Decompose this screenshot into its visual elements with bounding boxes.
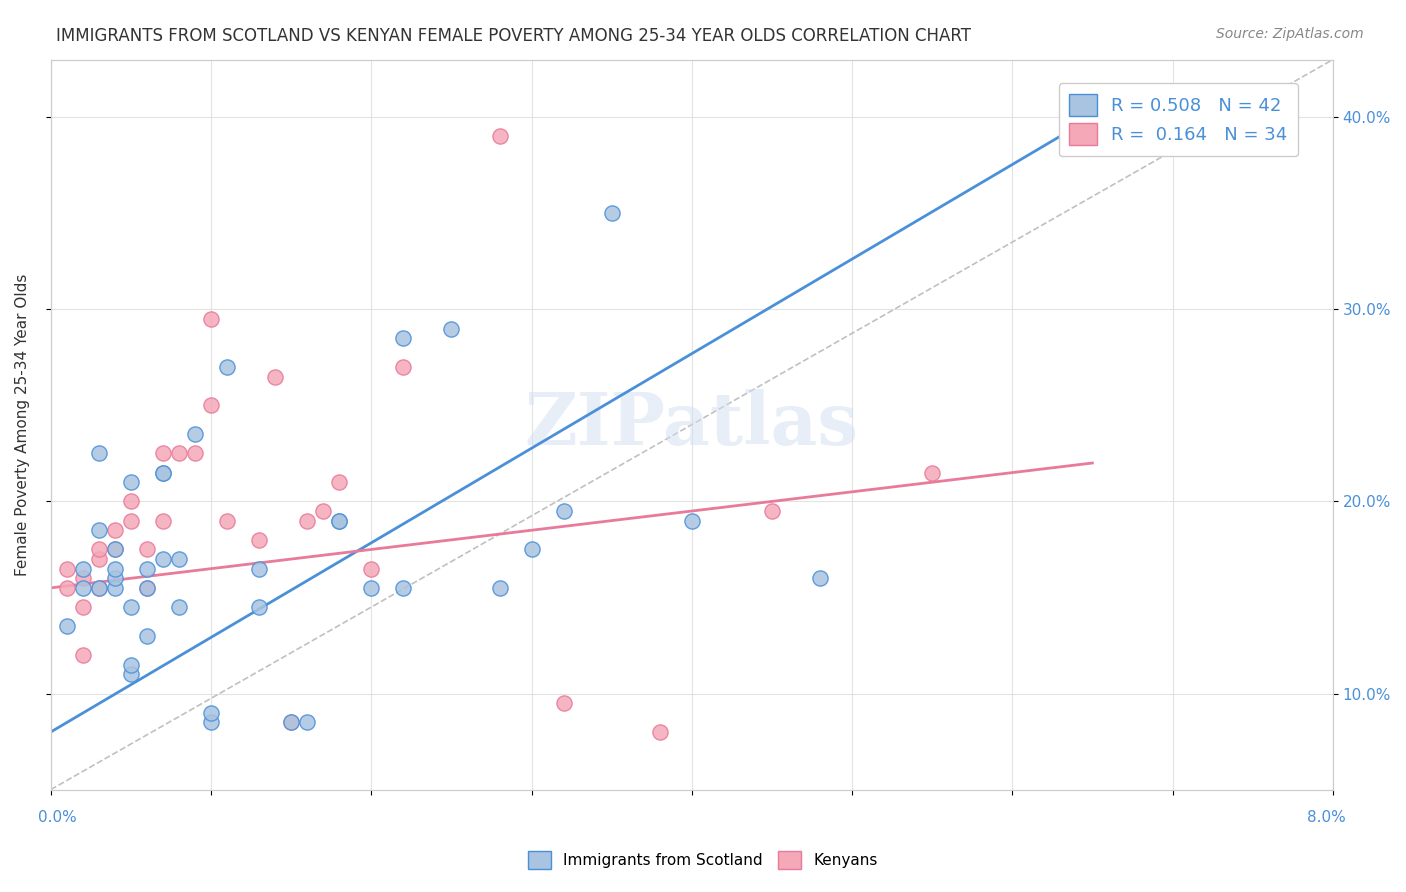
Point	[264, 369, 287, 384]
Point	[200, 715, 222, 730]
Point	[247, 533, 270, 547]
Point	[104, 523, 127, 537]
Point	[440, 321, 463, 335]
Point	[681, 514, 703, 528]
Point	[280, 715, 302, 730]
Point	[247, 562, 270, 576]
Point	[120, 494, 142, 508]
Point	[136, 629, 159, 643]
Point	[136, 581, 159, 595]
Text: 8.0%: 8.0%	[1306, 811, 1346, 825]
Point	[328, 514, 350, 528]
Point	[120, 600, 142, 615]
Point	[297, 514, 319, 528]
Point	[72, 581, 94, 595]
Point	[152, 514, 174, 528]
Point	[72, 571, 94, 585]
Point	[72, 648, 94, 662]
Legend: Immigrants from Scotland, Kenyans: Immigrants from Scotland, Kenyans	[522, 845, 884, 875]
Point	[360, 562, 382, 576]
Point	[87, 581, 110, 595]
Point	[200, 398, 222, 412]
Point	[297, 715, 319, 730]
Point	[56, 619, 79, 633]
Point	[152, 446, 174, 460]
Point	[152, 552, 174, 566]
Point	[120, 514, 142, 528]
Point	[120, 667, 142, 681]
Point	[488, 581, 510, 595]
Point	[104, 562, 127, 576]
Point	[553, 504, 575, 518]
Point	[392, 359, 415, 374]
Point	[136, 542, 159, 557]
Point	[136, 581, 159, 595]
Point	[200, 312, 222, 326]
Point	[600, 206, 623, 220]
Point	[808, 571, 831, 585]
Point	[120, 657, 142, 672]
Point	[56, 562, 79, 576]
Point	[104, 542, 127, 557]
Point	[488, 129, 510, 144]
Point	[921, 466, 943, 480]
Point	[87, 552, 110, 566]
Point	[56, 581, 79, 595]
Point	[87, 581, 110, 595]
Point	[217, 514, 239, 528]
Point	[167, 600, 190, 615]
Point	[72, 600, 94, 615]
Point	[87, 446, 110, 460]
Point	[136, 562, 159, 576]
Point	[360, 581, 382, 595]
Point	[312, 504, 335, 518]
Text: ZIPatlas: ZIPatlas	[524, 389, 859, 460]
Point	[87, 523, 110, 537]
Point	[392, 581, 415, 595]
Text: 0.0%: 0.0%	[38, 811, 77, 825]
Point	[520, 542, 543, 557]
Point	[104, 542, 127, 557]
Point	[152, 466, 174, 480]
Point	[104, 581, 127, 595]
Point	[217, 359, 239, 374]
Point	[184, 427, 207, 442]
Point	[167, 446, 190, 460]
Text: Source: ZipAtlas.com: Source: ZipAtlas.com	[1216, 27, 1364, 41]
Point	[167, 552, 190, 566]
Point	[328, 514, 350, 528]
Point	[87, 542, 110, 557]
Legend: R = 0.508   N = 42, R =  0.164   N = 34: R = 0.508 N = 42, R = 0.164 N = 34	[1059, 83, 1298, 156]
Point	[120, 475, 142, 490]
Point	[328, 475, 350, 490]
Point	[761, 504, 783, 518]
Point	[392, 331, 415, 345]
Y-axis label: Female Poverty Among 25-34 Year Olds: Female Poverty Among 25-34 Year Olds	[15, 274, 30, 575]
Point	[280, 715, 302, 730]
Point	[104, 571, 127, 585]
Text: IMMIGRANTS FROM SCOTLAND VS KENYAN FEMALE POVERTY AMONG 25-34 YEAR OLDS CORRELAT: IMMIGRANTS FROM SCOTLAND VS KENYAN FEMAL…	[56, 27, 972, 45]
Point	[553, 696, 575, 710]
Point	[184, 446, 207, 460]
Point	[72, 562, 94, 576]
Point	[247, 600, 270, 615]
Point	[648, 725, 671, 739]
Point	[152, 466, 174, 480]
Point	[200, 706, 222, 720]
